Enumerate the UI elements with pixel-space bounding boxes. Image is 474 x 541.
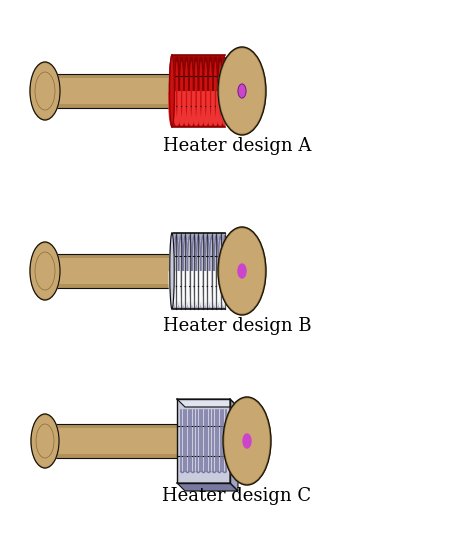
Bar — [177, 426, 230, 430]
Bar — [172, 102, 225, 106]
Text: Heater design B: Heater design B — [163, 317, 311, 335]
Bar — [177, 399, 230, 483]
Ellipse shape — [225, 399, 269, 483]
Polygon shape — [177, 399, 238, 407]
Bar — [172, 233, 225, 240]
Ellipse shape — [170, 233, 174, 309]
Bar — [45, 424, 177, 428]
Ellipse shape — [220, 229, 264, 313]
Ellipse shape — [31, 244, 59, 298]
Bar — [45, 74, 172, 108]
Ellipse shape — [243, 434, 251, 448]
Bar — [172, 256, 225, 260]
Bar — [45, 283, 172, 288]
Bar — [45, 254, 172, 258]
Ellipse shape — [30, 242, 60, 300]
Bar — [177, 452, 230, 456]
Bar — [172, 282, 225, 286]
Bar — [172, 76, 225, 106]
Ellipse shape — [218, 227, 266, 315]
Text: Heater design C: Heater design C — [163, 487, 311, 505]
Ellipse shape — [31, 414, 59, 468]
Bar — [172, 302, 225, 309]
Bar — [172, 233, 225, 309]
Ellipse shape — [35, 72, 55, 110]
Bar — [172, 256, 225, 286]
Ellipse shape — [30, 62, 60, 120]
Bar — [45, 454, 177, 458]
Polygon shape — [230, 399, 238, 491]
Text: Heater design A: Heater design A — [163, 137, 311, 155]
Ellipse shape — [238, 84, 246, 98]
Bar — [177, 426, 230, 456]
Bar — [172, 76, 225, 80]
Bar — [45, 104, 172, 108]
Ellipse shape — [32, 416, 58, 466]
Polygon shape — [177, 483, 238, 491]
Ellipse shape — [31, 64, 59, 118]
Bar — [172, 55, 225, 62]
Ellipse shape — [218, 47, 266, 135]
Ellipse shape — [170, 55, 174, 127]
Ellipse shape — [220, 49, 264, 133]
Bar — [172, 120, 225, 127]
Bar — [45, 74, 172, 78]
Ellipse shape — [238, 264, 246, 278]
Ellipse shape — [35, 252, 55, 290]
Ellipse shape — [223, 397, 271, 485]
Bar — [45, 424, 177, 458]
Ellipse shape — [36, 424, 54, 458]
Bar — [45, 254, 172, 288]
Bar — [172, 55, 225, 127]
